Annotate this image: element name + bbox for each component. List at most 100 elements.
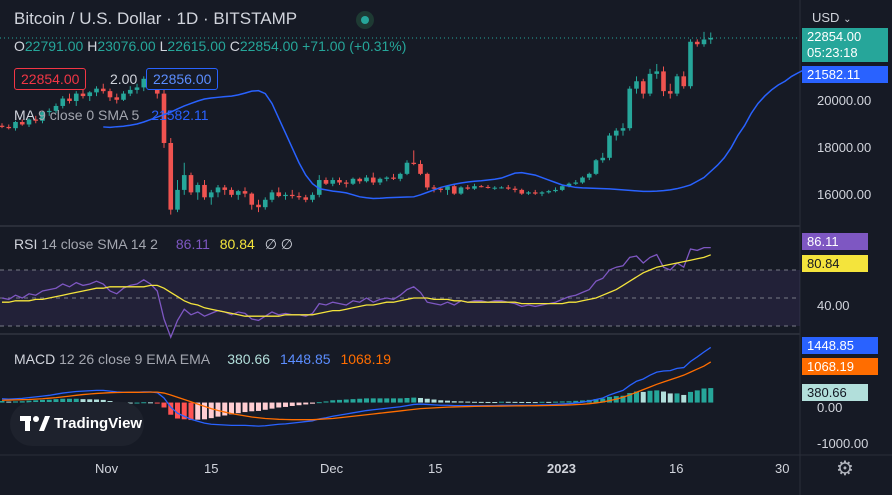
- candle-body: [350, 178, 356, 184]
- macd-histogram-bar: [208, 402, 214, 419]
- candle-body: [215, 187, 221, 193]
- macd-histogram-bar: [181, 402, 187, 420]
- macd-histogram-bar: [465, 401, 471, 403]
- macd-hist-value: 380.66: [227, 351, 271, 367]
- macd-params: 12 26 close 9 EMA EMA: [59, 351, 210, 367]
- symbol-title[interactable]: Bitcoin / U.S. Dollar · 1D · BITSTAMP: [14, 9, 298, 28]
- open-key: O: [14, 38, 25, 54]
- candle-body: [458, 187, 464, 194]
- candle-body: [445, 186, 450, 190]
- candle-body: [73, 93, 79, 102]
- candle-body: [19, 122, 25, 125]
- rsi-tag: 86.11: [802, 233, 868, 250]
- candle-body: [553, 189, 558, 192]
- macd-histogram-bar: [202, 402, 207, 420]
- macd-line-tag: 1448.85: [802, 337, 878, 354]
- candle-body: [94, 88, 99, 93]
- candle-body: [451, 186, 457, 194]
- candle-body: [364, 177, 369, 182]
- buy-button[interactable]: 22856.00: [146, 68, 219, 90]
- candle-body: [465, 187, 471, 189]
- macd-histogram-bar: [397, 398, 403, 403]
- low-value: 22615.00: [167, 38, 226, 54]
- candle-body: [60, 98, 66, 106]
- macd-histogram-bar: [607, 396, 612, 403]
- candle-body: [681, 76, 687, 87]
- macd-histogram-bar: [235, 402, 241, 414]
- macd-histogram-bar: [33, 400, 39, 403]
- candle-body: [384, 177, 390, 179]
- tradingview-logo[interactable]: TradingView: [10, 402, 144, 446]
- candle-body: [566, 183, 572, 187]
- rsi-extra: ∅ ∅: [264, 236, 293, 252]
- macd-histogram-bar: [269, 402, 275, 409]
- macd-histogram-bar: [289, 402, 295, 406]
- macd-histogram-bar: [593, 399, 599, 403]
- macd-histogram-bar: [303, 402, 309, 405]
- macd-histogram-bar: [694, 390, 700, 403]
- macd-histogram-bar: [627, 393, 633, 403]
- candle-body: [242, 191, 248, 194]
- macd-histogram-bar: [438, 400, 444, 403]
- candle-body: [492, 187, 498, 189]
- macd-histogram-bar: [94, 399, 99, 403]
- candle-body: [661, 71, 666, 92]
- macd-histogram-bar: [148, 402, 153, 404]
- macd-hist-tag: 380.66: [802, 384, 868, 401]
- ohlc-legend: O22791.00 H23076.00 L22615.00 C22854.00 …: [14, 38, 406, 54]
- macd-histogram-bar: [256, 402, 261, 411]
- candle-body: [404, 162, 410, 174]
- gear-icon[interactable]: ⚙: [836, 458, 854, 480]
- high-key: H: [87, 38, 98, 54]
- candle-body: [235, 191, 241, 195]
- tradingview-logo-icon: [20, 416, 50, 431]
- candle-body: [688, 41, 693, 87]
- countdown-value: 05:23:18: [807, 45, 858, 60]
- macd-legend[interactable]: MACD 12 26 close 9 EMA EMA 380.66 1448.8…: [14, 351, 391, 367]
- candle-body: [674, 76, 680, 94]
- rsi-params: 14 close SMA 14 2: [41, 236, 158, 252]
- macd-histogram-bar: [458, 401, 464, 403]
- candle-body: [485, 186, 491, 188]
- candle-body: [418, 163, 423, 174]
- price-axis-label: 18000.00: [817, 140, 872, 155]
- macd-histogram-bar: [161, 402, 167, 408]
- ma-name: MA: [14, 107, 35, 123]
- ma-value: 21582.11: [151, 107, 209, 123]
- macd-histogram-bar: [337, 399, 342, 403]
- macd-histogram-bar: [330, 400, 336, 403]
- candle-body: [289, 194, 295, 197]
- current-price-tag: 22854.00 05:23:18: [802, 28, 888, 62]
- candle-body: [701, 39, 707, 45]
- currency-selector[interactable]: USD ⌄: [812, 10, 851, 25]
- macd-signal-value: 1068.19: [340, 351, 392, 367]
- candle-body: [600, 157, 606, 161]
- ma-price-tag: 21582.11: [802, 66, 888, 83]
- time-axis-label: 16: [669, 461, 684, 476]
- rsi-legend[interactable]: RSI 14 close SMA 14 2 86.11 80.84 ∅ ∅: [14, 236, 293, 253]
- macd-histogram-bar: [6, 401, 12, 403]
- macd-histogram-bar: [505, 401, 511, 403]
- sell-button[interactable]: 22854.00: [14, 68, 87, 90]
- candle-body: [303, 197, 309, 200]
- candle-body: [593, 160, 599, 174]
- candle-body: [397, 173, 403, 179]
- candle-body: [13, 122, 18, 129]
- macd-histogram-bar: [384, 398, 390, 403]
- candle-body: [161, 93, 167, 143]
- macd-histogram-bar: [404, 397, 410, 403]
- macd-histogram-bar: [60, 398, 66, 403]
- tradingview-logo-text: TradingView: [54, 415, 143, 432]
- candle-body: [6, 126, 12, 129]
- time-axis-label: Nov: [95, 461, 119, 476]
- candle-body: [262, 199, 268, 208]
- macd-histogram-bar: [357, 398, 363, 403]
- macd-histogram-bar: [634, 391, 639, 403]
- ma-legend[interactable]: MA 9 close 0 SMA 5 21582.11: [14, 107, 209, 123]
- macd-histogram-bar: [0, 401, 5, 403]
- macd-histogram-bar: [100, 399, 106, 403]
- macd-histogram-bar: [154, 402, 160, 404]
- rsi-sma-value: 80.84: [219, 236, 255, 252]
- candle-body: [208, 192, 214, 198]
